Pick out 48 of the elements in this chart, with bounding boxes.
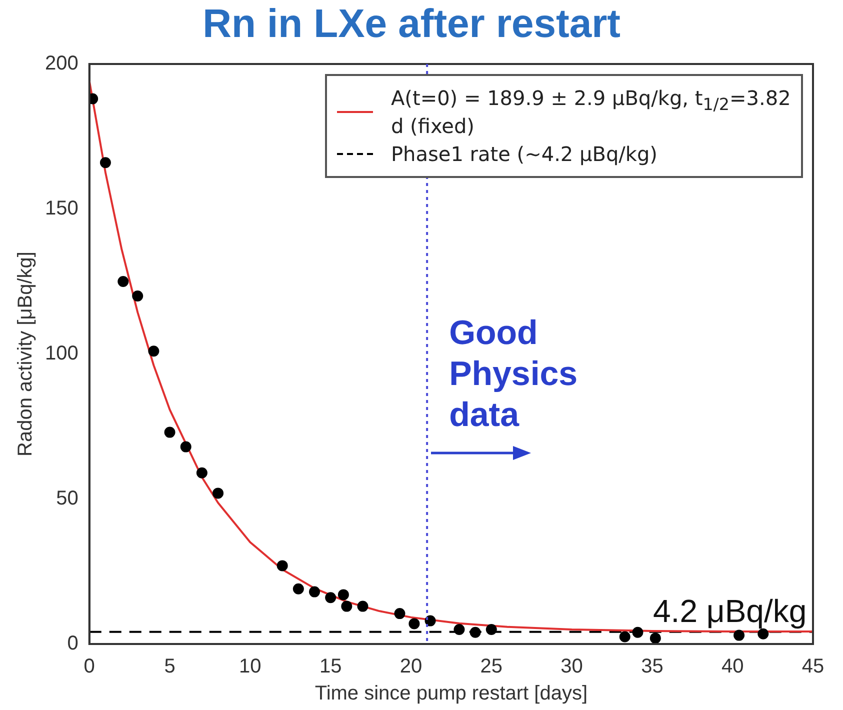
y-tick-label: 50 xyxy=(56,488,78,510)
annotation: 4.2 μBq/kg xyxy=(653,593,807,630)
x-tick-label: 35 xyxy=(641,656,664,678)
legend-label: Phase1 rate (~4.2 μBq/kg) xyxy=(391,142,658,166)
point xyxy=(408,618,420,630)
y-axis-title: Radon activity [μBq/kg] xyxy=(14,252,37,456)
point xyxy=(148,346,160,357)
point xyxy=(394,608,406,620)
point xyxy=(454,624,465,635)
annotation: Good Physics data xyxy=(449,313,579,436)
y-tick-label: 150 xyxy=(44,198,78,220)
point xyxy=(132,290,144,302)
point xyxy=(276,560,288,572)
x-tick-label: 40 xyxy=(721,656,744,678)
point xyxy=(325,592,336,604)
y-tick-label: 0 xyxy=(67,632,78,655)
point xyxy=(758,628,769,640)
x-tick-label: 30 xyxy=(560,656,583,678)
x-tick-label: 25 xyxy=(480,656,503,678)
y-tick-label: 200 xyxy=(44,52,78,75)
point xyxy=(734,630,745,641)
point xyxy=(424,615,436,626)
text: A(t=0) = 189.9 ± 2.9 μBq/kg, t$_{1/2}$=3.82 d (fixed) xyxy=(391,86,791,138)
point xyxy=(164,426,176,438)
point xyxy=(180,441,192,452)
point xyxy=(212,488,224,499)
y-tick-label: 100 xyxy=(44,342,78,365)
x-tick-label: 45 xyxy=(802,656,824,678)
point xyxy=(486,624,497,635)
point xyxy=(470,626,481,638)
point xyxy=(309,586,320,598)
point xyxy=(619,631,630,642)
point xyxy=(196,467,208,478)
point xyxy=(118,276,129,287)
point xyxy=(338,589,349,600)
x-tick-label: 5 xyxy=(164,656,176,678)
x-axis-title: Time since pump restart [days] xyxy=(314,682,588,705)
chart-title: Rn in LXe after restart xyxy=(202,2,620,46)
x-tick-label: 0 xyxy=(84,656,95,678)
point xyxy=(650,632,661,644)
point xyxy=(292,583,304,594)
x-tick-label: 20 xyxy=(400,656,422,678)
point xyxy=(357,600,368,612)
point xyxy=(632,626,644,638)
point xyxy=(341,600,352,612)
point xyxy=(100,157,111,168)
x-tick-label: 15 xyxy=(319,656,342,678)
x-tick-label: 10 xyxy=(239,656,262,678)
